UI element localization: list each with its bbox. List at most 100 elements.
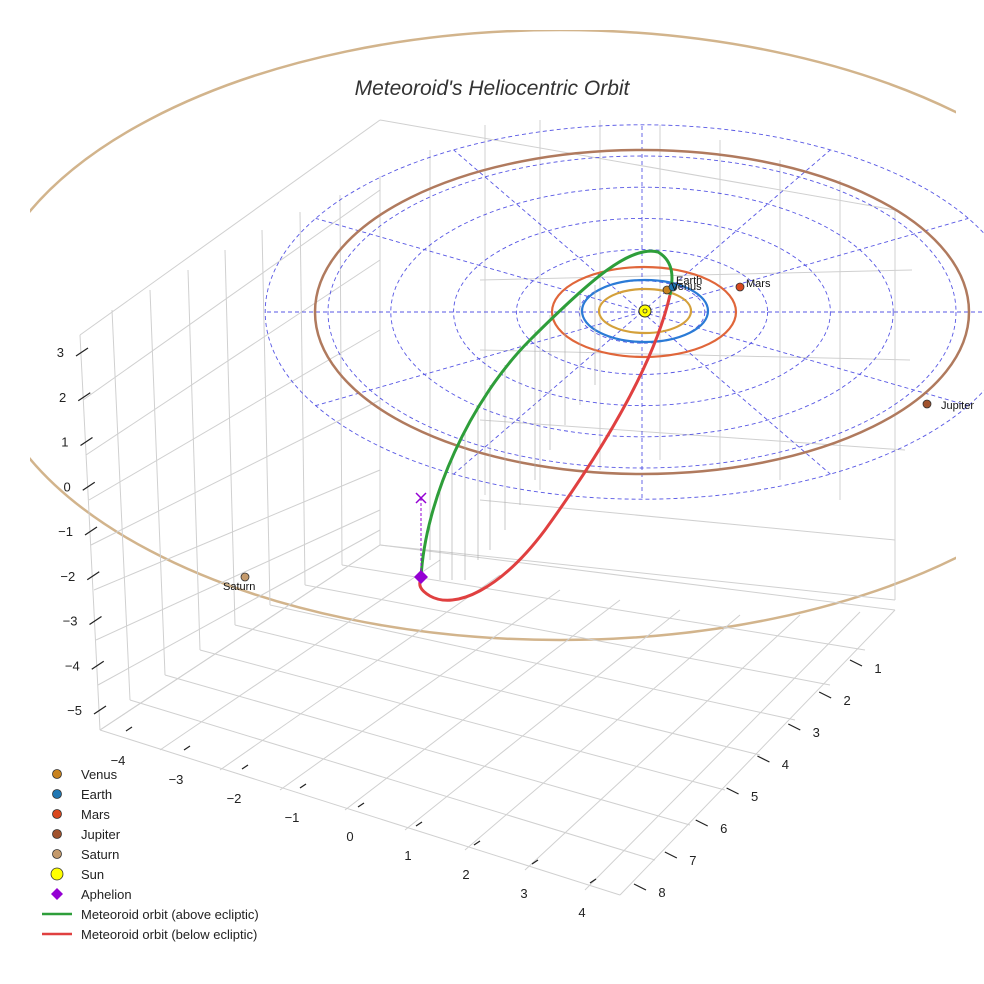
mars-orbit <box>550 265 738 359</box>
legend-item: Sun <box>40 864 259 884</box>
x-axis-ticks: −4 −3 −2 −1 0 1 2 3 4 <box>111 726 597 920</box>
y-tick-label: 1 <box>874 661 881 676</box>
legend-item: Saturn <box>40 844 259 864</box>
y-tick-label: 8 <box>658 885 665 900</box>
legend-marker <box>40 884 74 904</box>
z-tick-mark <box>82 481 96 491</box>
y-tick-mark <box>695 819 708 827</box>
y-tick-mark <box>633 883 647 891</box>
legend-marker <box>40 764 74 784</box>
z-tick-label: 3 <box>57 345 64 360</box>
legend-label: Meteoroid orbit (above ecliptic) <box>81 906 259 922</box>
legend-item: Mars <box>40 804 259 824</box>
legend-item: Meteoroid orbit (above ecliptic) <box>40 904 259 924</box>
x-tick-mark <box>357 802 365 808</box>
saturn-marker <box>240 572 250 582</box>
venus-orbit <box>597 287 693 335</box>
x-tick-label: −3 <box>169 772 184 787</box>
x-tick-mark <box>183 745 191 751</box>
chart-title: Meteoroid's Heliocentric Orbit <box>355 77 631 100</box>
legend-item: Aphelion <box>40 884 259 904</box>
earth-orbit <box>580 278 710 344</box>
ecliptic-grid-ring <box>390 186 894 438</box>
aphelion-projection-marker <box>415 492 427 504</box>
legend-item: Meteoroid orbit (below ecliptic) <box>40 924 259 944</box>
legend-label: Sun <box>81 866 105 882</box>
z-tick-label: 0 <box>64 479 71 494</box>
y-tick-mark <box>726 787 739 795</box>
y-tick-label: 4 <box>782 757 789 772</box>
z-tick-label: −1 <box>58 524 73 539</box>
axis-grid <box>79 119 913 896</box>
z-tick-mark <box>84 526 98 536</box>
x-tick-label: 0 <box>346 829 353 844</box>
earth-label: Earth <box>676 275 702 287</box>
y-axis-ticks: 1 2 3 4 5 6 7 8 <box>633 659 882 900</box>
legend-item: Jupiter <box>40 824 259 844</box>
orbit-below-ecliptic <box>418 294 672 602</box>
legend-marker <box>40 844 74 864</box>
legend-label: Jupiter <box>81 826 121 842</box>
legend-marker <box>40 904 74 924</box>
z-tick-mark <box>89 616 102 625</box>
legend: Venus Earth Mars Jupiter Saturn Sun Aphelion Me… <box>40 764 259 944</box>
legend-label: Venus <box>81 766 118 782</box>
mars-label: Mars <box>746 278 771 290</box>
z-tick-label: −5 <box>67 703 82 718</box>
legend-marker <box>40 864 74 884</box>
ecliptic-grid-spoke <box>641 311 831 475</box>
y-tick-mark <box>788 723 801 731</box>
legend-marker <box>40 784 74 804</box>
legend-label: Mars <box>81 806 110 822</box>
ecliptic-grid-spoke <box>453 149 643 313</box>
x-tick-label: 2 <box>462 867 469 882</box>
legend-item: Earth <box>40 784 259 804</box>
earth-marker <box>668 282 678 292</box>
y-tick-mark <box>849 659 863 667</box>
jupiter-marker <box>922 399 932 409</box>
aphelion-marker <box>414 570 428 584</box>
x-tick-mark <box>299 783 307 789</box>
y-tick-label: 7 <box>689 853 696 868</box>
legend-marker <box>40 824 74 844</box>
saturn-orbit <box>30 30 956 642</box>
saturn-label: Saturn <box>223 581 255 593</box>
ecliptic-grid-spoke <box>315 217 643 313</box>
y-tick-label: 2 <box>844 693 851 708</box>
y-tick-mark <box>757 755 770 763</box>
mars-marker <box>735 282 745 292</box>
drop-lines <box>429 285 596 580</box>
z-tick-label: −4 <box>65 658 80 673</box>
y-tick-label: 5 <box>751 789 758 804</box>
z-tick-mark <box>86 571 100 581</box>
x-tick-label: 4 <box>578 905 585 920</box>
legend-label: Saturn <box>81 846 120 862</box>
ecliptic-grid-spoke <box>315 311 643 407</box>
legend-label: Earth <box>81 786 113 802</box>
legend-label: Meteoroid orbit (below ecliptic) <box>81 926 258 942</box>
z-tick-label: 1 <box>61 435 68 450</box>
sun-marker <box>638 304 652 318</box>
x-tick-label: 3 <box>520 886 527 901</box>
y-tick-label: 6 <box>720 821 727 836</box>
orbit-above-ecliptic <box>419 249 674 579</box>
z-tick-mark <box>77 392 91 402</box>
x-tick-label: −2 <box>227 791 242 806</box>
x-tick-mark <box>531 859 539 865</box>
legend-marker <box>40 804 74 824</box>
y-tick-label: 3 <box>813 725 820 740</box>
x-tick-label: −1 <box>285 810 300 825</box>
z-tick-label: 2 <box>59 390 66 405</box>
x-tick-mark <box>473 840 481 846</box>
x-tick-mark <box>125 726 133 732</box>
sun-core <box>642 308 648 314</box>
jupiter-label: Jupiter <box>941 400 974 412</box>
ecliptic-grid-spoke <box>641 217 969 313</box>
x-tick-label: 1 <box>404 848 411 863</box>
x-tick-mark <box>589 878 597 884</box>
z-tick-mark <box>93 705 107 715</box>
legend-item: Venus <box>40 764 259 784</box>
ecliptic-grid-ring <box>264 124 984 500</box>
legend-marker <box>40 924 74 944</box>
